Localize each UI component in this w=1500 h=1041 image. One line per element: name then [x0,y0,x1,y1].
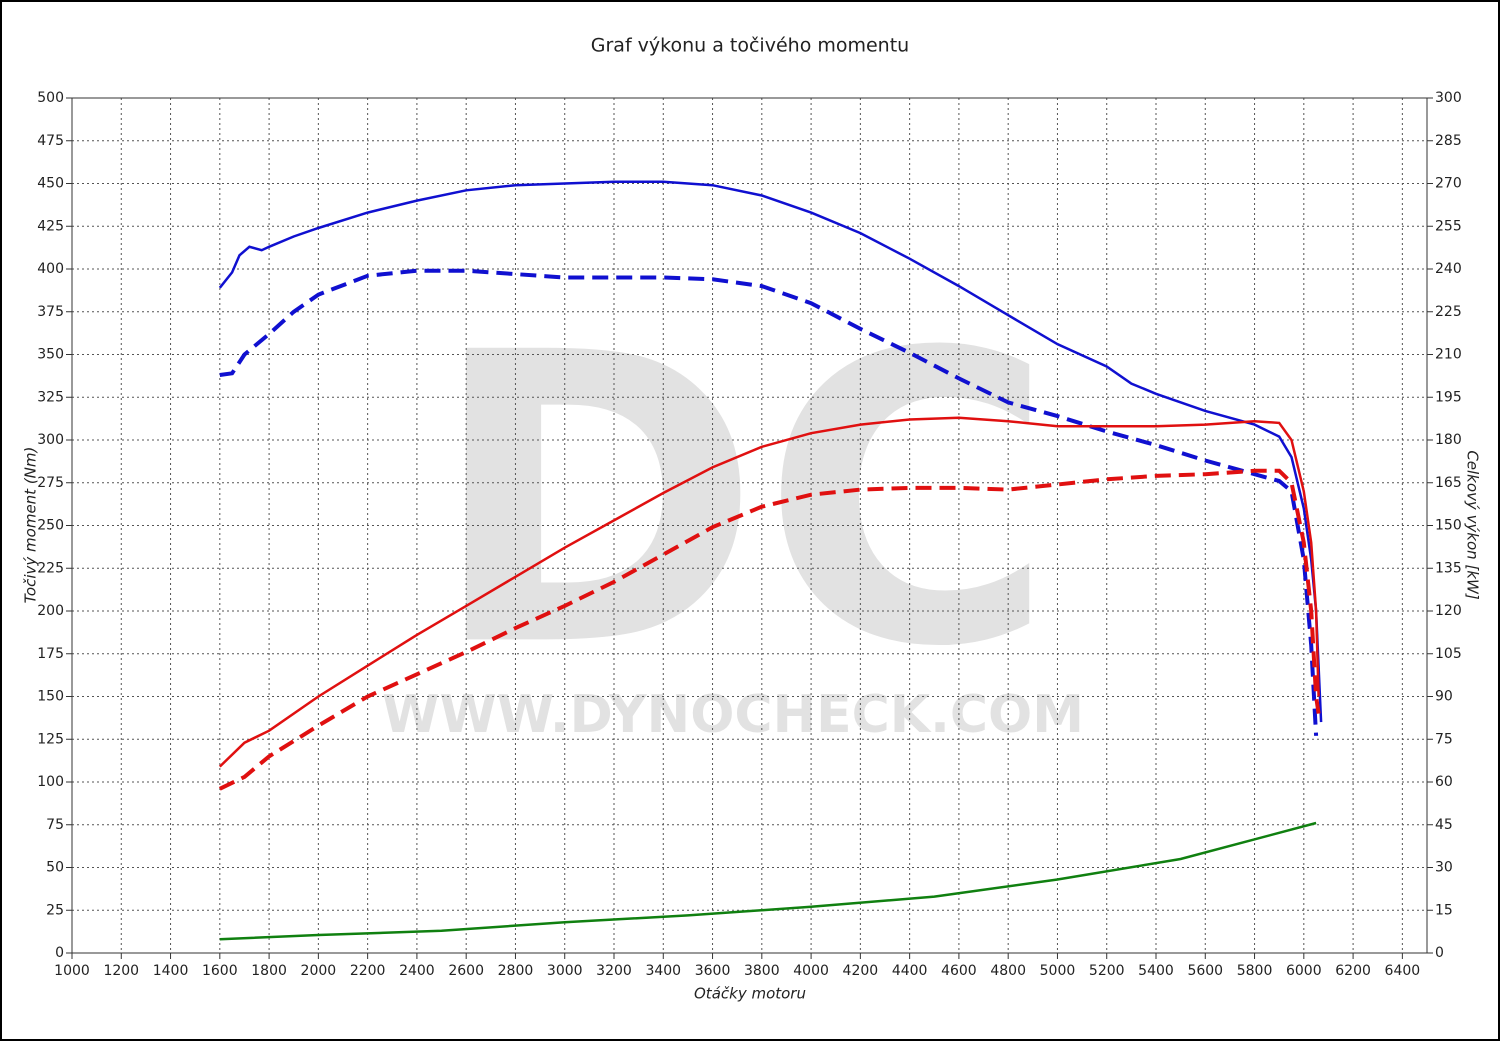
chart-title: Graf výkonu a točivého momentu [591,35,909,57]
y2-tick-label: 15 [1435,902,1453,918]
y-tick-label: 125 [37,731,64,747]
y2-axis-label: Celkový výkon [kW] [1464,450,1482,600]
y2-tick-label: 180 [1435,432,1462,448]
y2-tick-label: 255 [1435,218,1462,234]
y2-tick-label: 270 [1435,176,1462,192]
y-tick-label: 475 [37,133,64,149]
y-tick-label: 500 [37,90,64,106]
x-tick-label: 2200 [350,963,386,979]
y2-tick-label: 195 [1435,389,1462,405]
y-tick-label: 50 [46,860,64,876]
y2-tick-label: 285 [1435,133,1462,149]
x-tick-label: 3600 [695,963,731,979]
y2-tick-label: 225 [1435,304,1462,320]
x-tick-label: 4400 [892,963,928,979]
watermark: DC [429,269,1055,734]
y-tick-label: 425 [37,218,64,234]
series-line [218,180,1323,723]
y-tick-label: 275 [37,475,64,491]
x-tick-label: 3800 [744,963,780,979]
y2-tick-label: 120 [1435,603,1462,619]
x-tick-label: 6400 [1385,963,1421,979]
x-tick-label: 4200 [843,963,879,979]
x-tick-label: 2000 [301,963,337,979]
series-line [218,416,1320,768]
y2-tick-label: 240 [1435,261,1462,277]
series-line [219,268,1319,736]
x-tick-label: 5600 [1187,963,1223,979]
x-tick-label: 5800 [1237,963,1273,979]
x-tick-label: 6200 [1335,963,1371,979]
y2-tick-label: 105 [1435,646,1462,662]
y-tick-label: 375 [37,304,64,320]
x-tick-label: 1800 [251,963,287,979]
y2-tick-label: 210 [1435,347,1462,363]
x-tick-label: 2400 [399,963,435,979]
plot-frame [71,97,1428,954]
x-tick-label: 5200 [1089,963,1125,979]
x-tick-label: 3400 [645,963,681,979]
y-tick-label: 100 [37,774,64,790]
x-tick-label: 6000 [1286,963,1322,979]
y2-tick-label: 300 [1435,90,1462,106]
series-line [218,468,1321,791]
y2-tick-label: 45 [1435,817,1453,833]
x-tick-label: 4800 [990,963,1026,979]
x-tick-label: 3000 [547,963,583,979]
y-tick-label: 175 [37,646,64,662]
y2-tick-label: 90 [1435,689,1453,705]
y-tick-label: 0 [55,945,64,961]
y2-tick-label: 30 [1435,860,1453,876]
y2-tick-label: 60 [1435,774,1453,790]
x-tick-label: 5000 [1040,963,1076,979]
x-tick-label: 4600 [941,963,977,979]
x-tick-label: 5400 [1138,963,1174,979]
y-tick-label: 150 [37,689,64,705]
x-tick-label: 1000 [54,963,90,979]
y-tick-label: 325 [37,389,64,405]
x-axis-label: Otáčky motoru [694,985,806,1003]
x-tick-label: 4000 [793,963,829,979]
y-tick-label: 400 [37,261,64,277]
y2-tick-label: 75 [1435,731,1453,747]
y-tick-label: 75 [46,817,64,833]
y-axis-label: Točivý moment (Nm) [22,447,40,604]
y2-tick-label: 150 [1435,518,1462,534]
x-tick-label: 2600 [448,963,484,979]
y-tick-label: 450 [37,176,64,192]
watermark-url: WWW.DYNOCHECK.COM [382,685,1084,745]
y-tick-label: 350 [37,347,64,363]
y-tick-label: 200 [37,603,64,619]
y2-tick-label: 135 [1435,560,1462,576]
y-tick-label: 250 [37,518,64,534]
y-tick-label: 25 [46,902,64,918]
series-line [219,821,1317,941]
x-tick-label: 1600 [202,963,238,979]
y2-tick-label: 0 [1435,945,1444,961]
x-tick-label: 1200 [103,963,139,979]
x-tick-label: 1400 [153,963,189,979]
x-tick-label: 3200 [596,963,632,979]
y2-tick-label: 165 [1435,475,1462,491]
y-tick-label: 300 [37,432,64,448]
y-tick-label: 225 [37,560,64,576]
x-tick-label: 2800 [498,963,534,979]
